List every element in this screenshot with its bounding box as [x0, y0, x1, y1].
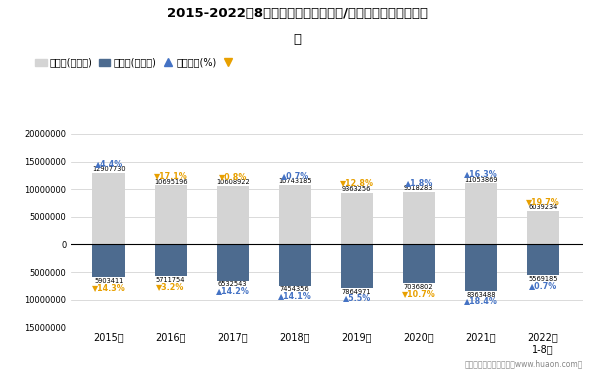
- Text: ▲18.4%: ▲18.4%: [464, 296, 497, 305]
- Bar: [278, 244, 311, 286]
- Bar: [155, 185, 187, 244]
- Text: ▲0.7%: ▲0.7%: [281, 171, 309, 180]
- Text: ▲14.1%: ▲14.1%: [278, 291, 312, 300]
- Text: 制图：华经产业研究院（www.huaon.com）: 制图：华经产业研究院（www.huaon.com）: [465, 359, 583, 368]
- Bar: [340, 244, 373, 288]
- Text: ▲14.2%: ▲14.2%: [216, 286, 249, 295]
- Bar: [403, 192, 435, 244]
- Text: 12907730: 12907730: [92, 166, 126, 172]
- Text: ▼0.8%: ▼0.8%: [218, 171, 247, 180]
- Text: 7454356: 7454356: [280, 286, 309, 292]
- Bar: [92, 173, 125, 244]
- Legend: 出口额(万美元), 进口额(万美元), 同比增长(%), : 出口额(万美元), 进口额(万美元), 同比增长(%),: [35, 58, 237, 68]
- Bar: [217, 244, 249, 280]
- Bar: [217, 186, 249, 244]
- Bar: [465, 244, 497, 291]
- Text: 11053869: 11053869: [464, 177, 497, 183]
- Text: 7864971: 7864971: [342, 289, 371, 295]
- Text: 6532543: 6532543: [218, 281, 248, 288]
- Text: ▲1.8%: ▲1.8%: [405, 177, 433, 187]
- Text: ▼19.7%: ▼19.7%: [526, 197, 560, 206]
- Text: 6039234: 6039234: [528, 204, 558, 210]
- Text: ▼12.8%: ▼12.8%: [340, 179, 374, 187]
- Bar: [340, 193, 373, 244]
- Text: 5711754: 5711754: [156, 277, 186, 283]
- Bar: [527, 211, 559, 244]
- Bar: [465, 183, 497, 244]
- Text: ▲4.4%: ▲4.4%: [95, 159, 123, 168]
- Bar: [527, 244, 559, 275]
- Text: ▼14.3%: ▼14.3%: [92, 283, 126, 292]
- Text: 8363488: 8363488: [466, 292, 496, 298]
- Text: 10608922: 10608922: [216, 179, 249, 185]
- Text: ▲5.5%: ▲5.5%: [343, 294, 371, 302]
- Text: 计: 计: [293, 33, 302, 46]
- Text: 9363256: 9363256: [342, 186, 371, 192]
- Text: 5569185: 5569185: [528, 276, 558, 282]
- Text: ▼3.2%: ▼3.2%: [156, 282, 185, 291]
- Text: 7036802: 7036802: [404, 284, 434, 290]
- Text: 5903411: 5903411: [94, 278, 123, 284]
- Text: 10695196: 10695196: [154, 179, 187, 185]
- Bar: [278, 185, 311, 244]
- Text: 9518283: 9518283: [404, 185, 433, 191]
- Text: ▲16.3%: ▲16.3%: [464, 169, 497, 178]
- Text: ▼10.7%: ▼10.7%: [402, 289, 436, 298]
- Text: ▼17.1%: ▼17.1%: [154, 171, 187, 180]
- Bar: [155, 244, 187, 276]
- Text: 10743185: 10743185: [278, 178, 312, 184]
- Bar: [403, 244, 435, 283]
- Text: ▲0.7%: ▲0.7%: [529, 281, 557, 290]
- Bar: [92, 244, 125, 277]
- Text: 2015-2022年8月广州市（境内目的地/货源地）进、出口额统: 2015-2022年8月广州市（境内目的地/货源地）进、出口额统: [167, 7, 428, 20]
